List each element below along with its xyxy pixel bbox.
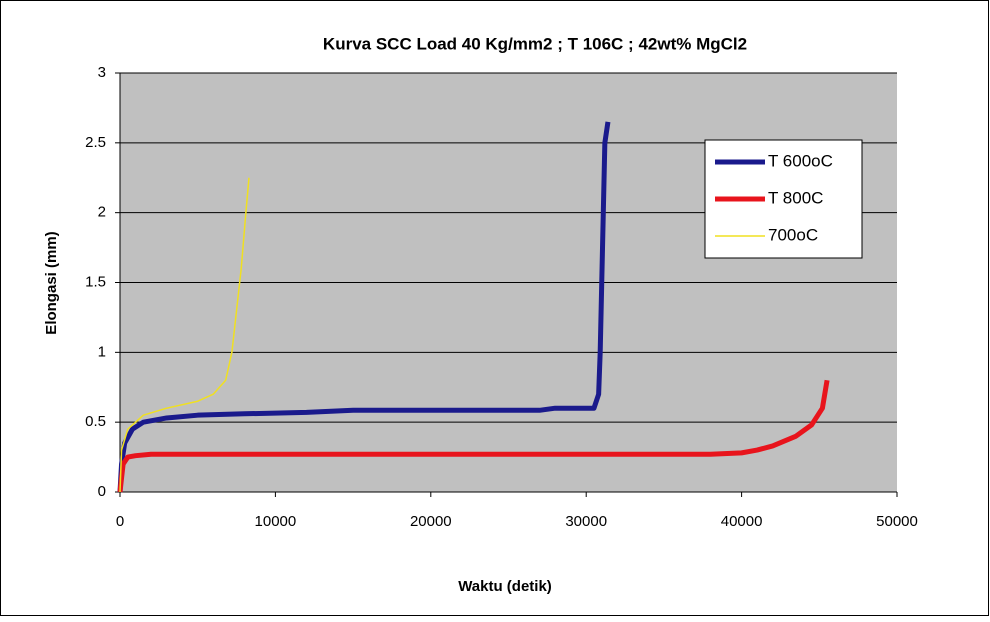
x-tick-label: 0 (116, 513, 124, 530)
legend-label: T 800C (768, 188, 823, 207)
x-tick-label: 50000 (876, 513, 918, 530)
x-tick-label: 10000 (255, 513, 297, 530)
x-tick-label: 40000 (721, 513, 763, 530)
x-axis-label: Waktu (detik) (458, 578, 552, 595)
y-tick-label: 0 (98, 483, 106, 500)
y-tick-label: 2.5 (85, 134, 106, 151)
y-tick-label: 2 (98, 204, 106, 221)
y-tick-label: 3 (98, 64, 106, 81)
y-tick-label: 1 (98, 343, 106, 360)
x-tick-label: 20000 (410, 513, 452, 530)
chart-title: Kurva SCC Load 40 Kg/mm2 ; T 106C ; 42wt… (323, 34, 747, 53)
legend: T 600oC T 800C 700oC (705, 140, 862, 258)
y-tick-label: 1.5 (85, 273, 106, 290)
y-tick-label: 0.5 (85, 413, 106, 430)
x-tick-label: 30000 (565, 513, 607, 530)
legend-label: T 600oC (768, 151, 833, 170)
y-axis-label: Elongasi (mm) (43, 231, 60, 334)
chart: Kurva SCC Load 40 Kg/mm2 ; T 106C ; 42wt… (0, 0, 990, 617)
legend-label: 700oC (768, 225, 818, 244)
